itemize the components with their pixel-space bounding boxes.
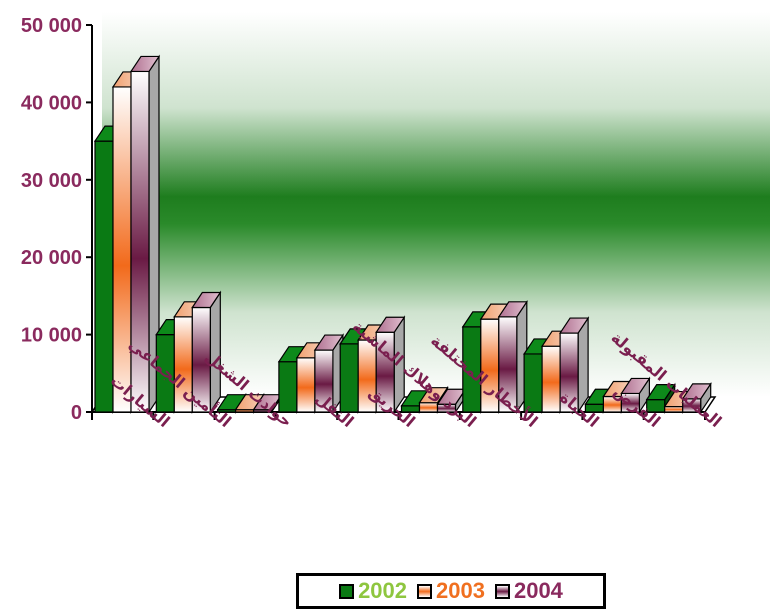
bar-2003 (664, 405, 684, 413)
bar-2003 (112, 86, 132, 413)
legend-swatch-2004 (494, 583, 510, 599)
legend-label-2004: 2004 (513, 578, 563, 603)
bar-2003-top (418, 387, 449, 404)
bar-2004-top (375, 316, 406, 333)
legend: 2002 2003 2004 (296, 573, 606, 609)
bar-2002 (339, 343, 359, 413)
y-tick-label: 0 (71, 402, 82, 424)
legend-swatch-2003 (417, 583, 433, 599)
y-tick-label: 20 000 (21, 247, 82, 269)
bar-2004-top (191, 291, 222, 309)
legend-label-2002: 2002 (358, 578, 408, 603)
y-tick-label: 40 000 (21, 92, 82, 114)
bar-2004-top (681, 383, 712, 400)
legend-item-2003: 2003 (417, 580, 485, 602)
legend-item-2002: 2002 (339, 580, 407, 602)
bar-2004-top (313, 334, 345, 351)
bar-2004-top (497, 301, 528, 318)
bar-2002 (94, 140, 114, 413)
y-tick-label: 10 000 (21, 325, 82, 347)
bar-2003 (296, 357, 316, 413)
bar-2004-top (558, 317, 590, 334)
legend-item-2004: 2004 (494, 578, 563, 603)
legend-label-2003: 2003 (436, 578, 485, 603)
bar-2002-top (645, 384, 676, 401)
bar-2004-top (129, 55, 161, 73)
bar-2004-top (620, 377, 651, 395)
y-tick-label: 50 000 (21, 15, 82, 37)
legend-swatch-2002 (339, 583, 355, 599)
y-tick-label: 30 000 (21, 170, 82, 192)
bar-2003 (418, 402, 439, 413)
